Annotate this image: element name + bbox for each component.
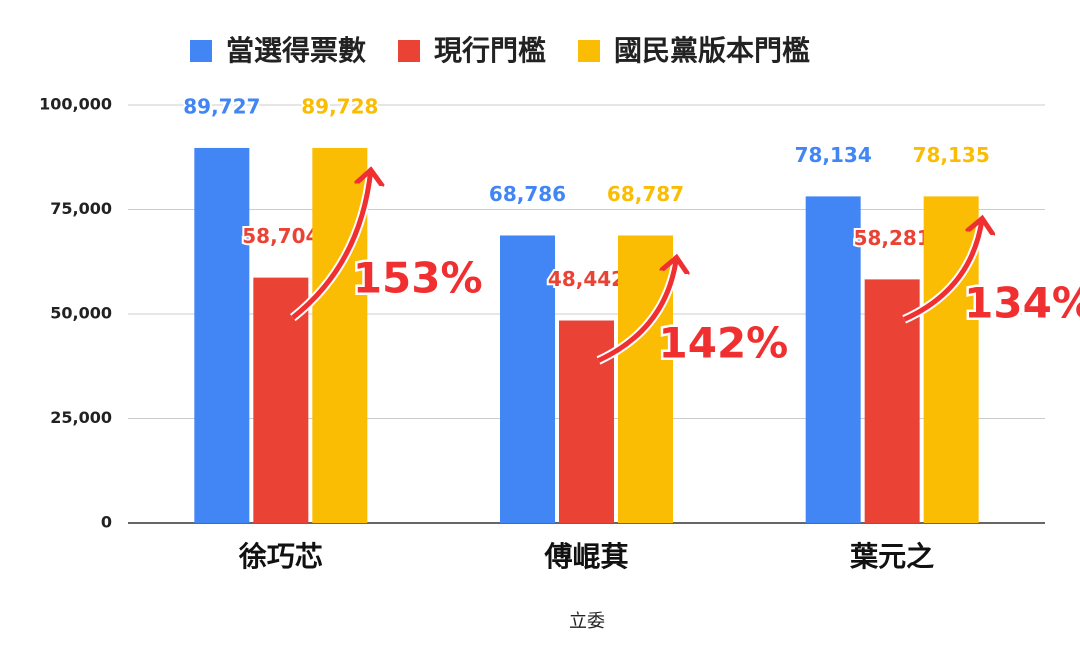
- data-label: 58,704: [242, 224, 319, 248]
- y-tick-label: 75,000: [50, 199, 112, 218]
- annotation: 153%: [353, 253, 483, 302]
- arrow: [903, 218, 982, 322]
- data-label: 58,281: [854, 226, 931, 250]
- legend-swatch: [398, 40, 421, 62]
- data-label: 68,786: [489, 182, 566, 206]
- legend-swatch: [578, 40, 601, 62]
- data-label: 48,442: [548, 267, 625, 291]
- legend-label: 當選得票數: [226, 34, 366, 67]
- bar: [805, 196, 861, 523]
- bar: [559, 320, 614, 523]
- legend-swatch: [190, 40, 212, 62]
- bar: [194, 147, 250, 523]
- bar: [312, 147, 368, 524]
- annotation: 134%: [964, 278, 1080, 327]
- data-label: 89,728: [301, 94, 378, 118]
- annotation: 142%: [659, 318, 789, 367]
- y-tick-label: 25,000: [50, 408, 112, 427]
- data-label: 78,135: [913, 143, 990, 167]
- legend-label: 國民黨版本門檻: [614, 34, 810, 67]
- x-tick-label: 葉元之: [849, 540, 934, 573]
- bar: [253, 277, 309, 523]
- bar: [500, 235, 555, 523]
- y-tick-label: 100,000: [39, 95, 112, 114]
- x-tick-label: 傅崐萁: [543, 540, 628, 573]
- y-tick-label: 0: [101, 513, 112, 532]
- y-tick-label: 50,000: [50, 304, 112, 323]
- bar: [923, 196, 979, 524]
- x-tick-label: 徐巧芯: [238, 540, 323, 573]
- x-axis-title: 立委: [569, 611, 605, 632]
- data-label: 89,727: [183, 94, 260, 118]
- bar: [618, 235, 673, 523]
- arrow: [597, 257, 677, 363]
- data-label: 68,787: [607, 182, 684, 206]
- legend-label: 現行門檻: [434, 34, 546, 67]
- arrow: [291, 170, 371, 320]
- data-label: 78,134: [795, 143, 872, 167]
